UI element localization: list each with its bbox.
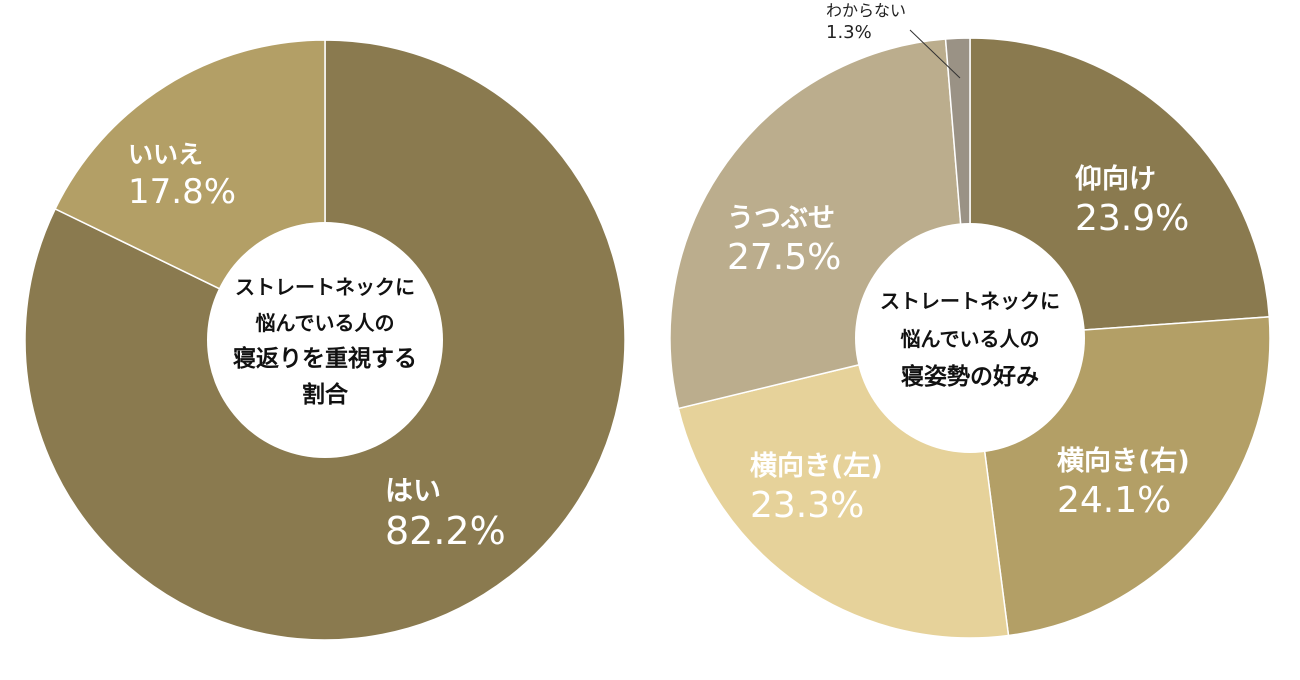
chart1-title-line-3: 寝返りを重視する <box>233 345 417 372</box>
chart2-slice-value-2: 24.1% <box>1057 480 1171 521</box>
chart2-center-hole <box>855 223 1085 453</box>
chart1-title-line-4: 割合 <box>302 381 349 408</box>
chart2-leader-line-5 <box>909 29 961 79</box>
chart2-slice-label-2: 横向き(右) <box>1057 445 1190 477</box>
chart2-slice-value-3: 23.3% <box>750 485 864 526</box>
chart2-slice-label-4: うつぶせ <box>727 203 835 234</box>
chart1-slice-label-1: はい <box>385 474 441 507</box>
chart1-slice-value-1: 82.2% <box>385 509 506 553</box>
chart2-slice-value-4: 27.5% <box>727 237 841 278</box>
chart1-title-line-2: 悩んでいる人の <box>256 311 395 335</box>
chart1-slice-value-2: 17.8% <box>128 172 236 212</box>
chart2-slice-value-5: 1.3% <box>826 22 872 43</box>
chart2-title-line-2: 悩んでいる人の <box>901 327 1040 351</box>
chart1-title-line-1: ストレートネックに <box>235 275 415 299</box>
chart1-center-hole <box>207 222 443 458</box>
chart2-title-line-3: 寝姿勢の好み <box>901 363 1039 390</box>
chart2-slice-value-1: 23.9% <box>1075 198 1189 239</box>
chart2-slice-label-5: わからない <box>826 1 906 20</box>
chart2-slice-label-3: 横向き(左) <box>750 450 883 482</box>
chart2-title-line-1: ストレートネックに <box>880 289 1060 313</box>
chart2-slice-label-1: 仰向け <box>1075 163 1156 195</box>
chart1-slice-label-2: いいえ <box>128 140 203 169</box>
